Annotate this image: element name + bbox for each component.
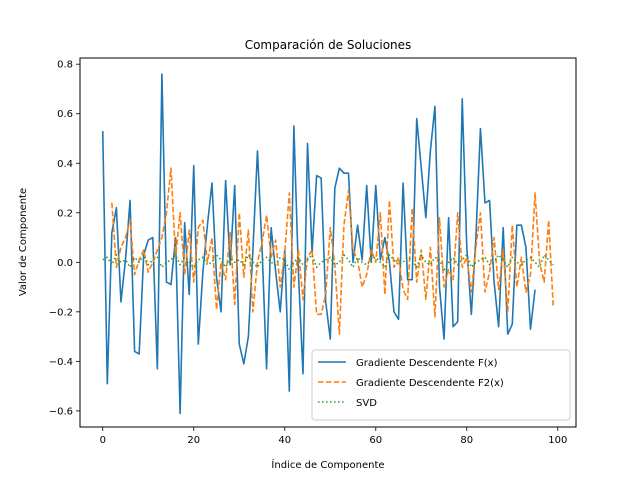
x-tick-label: 80 [460,435,473,446]
x-tick-label: 20 [187,435,200,446]
x-tick-label: 0 [100,435,106,446]
x-tick-label: 60 [369,435,382,446]
y-tick-label: −0.6 [49,406,73,417]
y-tick-label: 0.8 [57,60,73,71]
y-tick-label: −0.2 [49,307,73,318]
legend-label-1: Gradiente Descendente F(x) [356,358,498,369]
y-tick-label: 0.4 [57,159,73,170]
x-axis: 0 20 40 60 80 100 [100,427,567,446]
plot-area [79,57,577,428]
y-axis: −0.6 −0.4 −0.2 0.0 0.2 0.4 0.6 0.8 [49,60,80,417]
x-tick-label: 100 [548,435,567,446]
legend-frame [311,349,571,421]
y-tick-label: −0.4 [49,357,73,368]
series-line-2 [111,167,555,335]
plot-frame [79,57,577,428]
y-axis-label: Valor de Componente [18,188,29,296]
series-line-1 [101,73,536,415]
y-tick-label: 0.6 [57,109,73,120]
series-line-3 [102,254,554,271]
x-axis-label: Índice de Componente [271,458,384,471]
legend-label-3: SVD [356,398,377,409]
legend: Gradiente Descendente F(x) Gradiente Desc… [311,349,571,421]
x-tick-label: 40 [278,435,291,446]
legend-label-2: Gradiente Descendente F2(x) [356,378,504,389]
y-tick-label: 0.2 [57,208,73,219]
y-tick-label: 0.0 [57,258,73,269]
chart-title: Comparación de Soluciones [245,38,412,52]
